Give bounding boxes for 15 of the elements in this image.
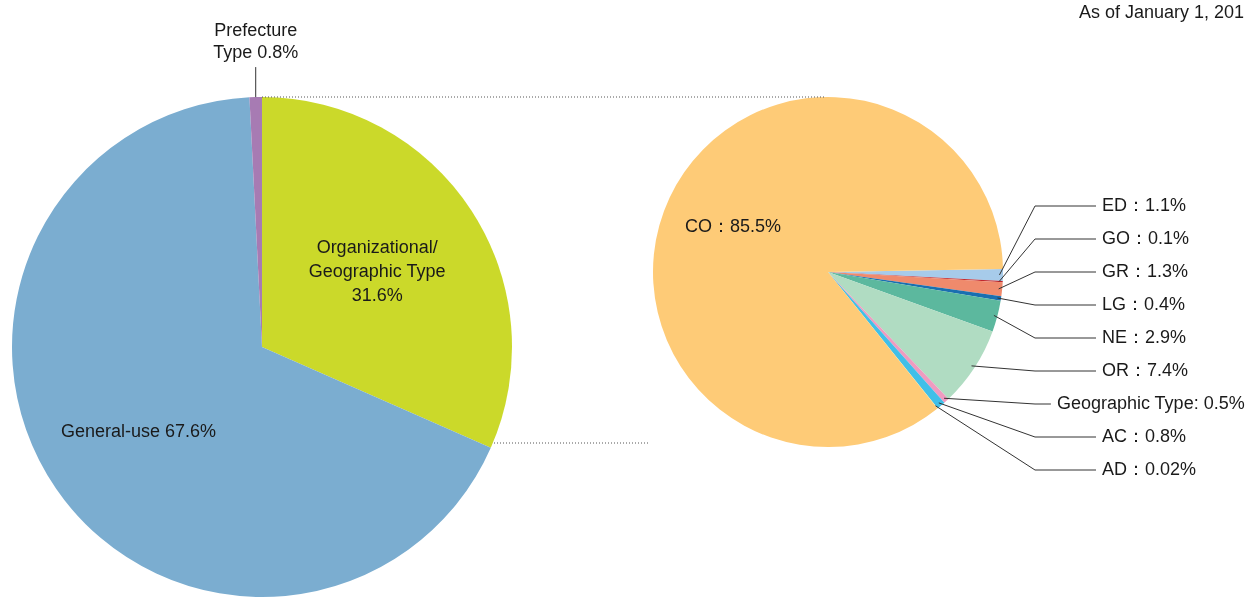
slice-label: CO：85.5% <box>684 216 781 237</box>
text: As of January 1, 201 <box>1078 2 1244 23</box>
slice-label: Organizational/Geographic Type <box>308 236 446 281</box>
slice-label: AC：0.8% <box>1102 425 1187 446</box>
slice-label: Geographic Type: 0.5% <box>1056 392 1245 413</box>
slice-label: AD：0.02% <box>1102 458 1197 479</box>
slice-label: GO：0.1% <box>1102 227 1190 248</box>
data-label: 31.6% <box>351 284 403 305</box>
slice-label: OR：7.4% <box>1102 359 1189 380</box>
slice-label: NE：2.9% <box>1102 326 1187 347</box>
slice-label: Prefecture Type 0.8% <box>213 20 299 63</box>
slice-label: General-use 67.6% <box>60 421 217 442</box>
slice-label: GR：1.3% <box>1102 260 1189 281</box>
slice-label: ED：1.1% <box>1102 194 1187 215</box>
slice-label: LG：0.4% <box>1102 293 1186 314</box>
